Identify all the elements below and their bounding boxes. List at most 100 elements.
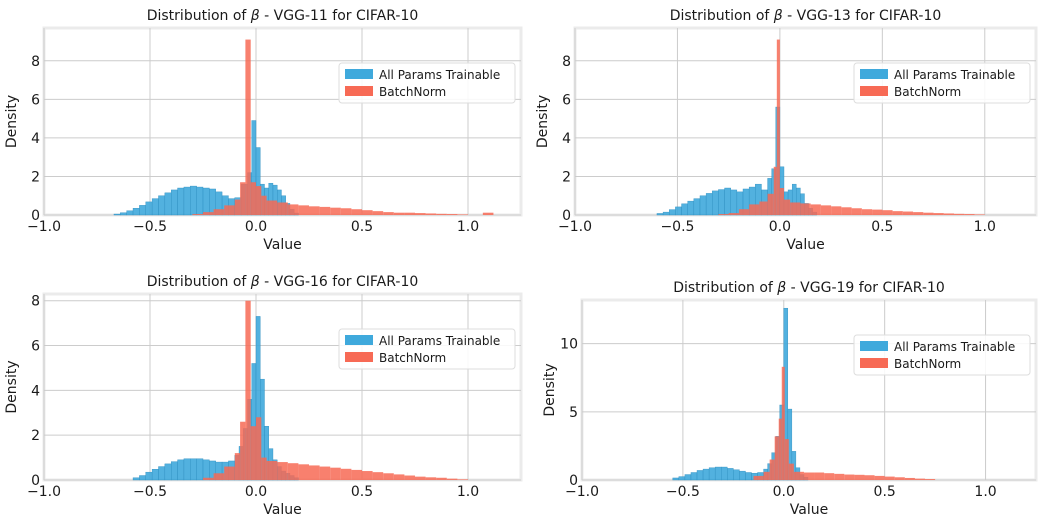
- chart-title: Distribution of β - VGG-11 for CIFAR-10: [147, 8, 419, 24]
- histogram-bar: [425, 213, 437, 215]
- histogram-bar: [266, 460, 278, 480]
- histogram-bar: [820, 205, 832, 215]
- histogram-bar: [925, 479, 936, 480]
- x-tick-label: 1.0: [974, 484, 996, 500]
- y-axis-label: Density: [4, 95, 20, 148]
- histogram-bar: [902, 211, 914, 215]
- histogram-bar: [690, 472, 698, 481]
- x-tick-label: −0.5: [133, 484, 167, 500]
- histogram-bar: [224, 205, 235, 215]
- y-tick-label: 6: [31, 339, 40, 355]
- legend-label: All Params Trainable: [379, 68, 500, 82]
- legend-box: [853, 62, 1031, 104]
- histogram-bar: [404, 475, 415, 480]
- legend-swatch: [860, 358, 888, 368]
- histogram-bar: [170, 461, 178, 481]
- histogram-bar: [190, 458, 197, 481]
- legend-swatch: [345, 352, 373, 362]
- histogram-bar: [250, 426, 256, 480]
- histogram-bar: [803, 472, 815, 480]
- histogram-bar: [224, 466, 235, 480]
- histogram-bar: [767, 193, 774, 215]
- histogram-bar: [457, 214, 468, 215]
- histogram-bar: [749, 204, 760, 215]
- histogram-bar: [164, 192, 172, 216]
- histogram-bar: [790, 202, 801, 215]
- histogram-bar: [727, 468, 734, 481]
- histogram-bar: [309, 206, 320, 215]
- histogram-bar: [351, 469, 362, 480]
- histogram-bar: [728, 213, 739, 215]
- chart-panel-1: −1.0 −0.5 0.0 0.5 1.0 0 2 4 6 8 Distribution of β …: [4, 8, 523, 253]
- histogram-bar: [164, 463, 172, 481]
- histogram-bar: [190, 185, 197, 216]
- histogram-bar: [446, 478, 458, 480]
- plot-frame: [42, 26, 523, 217]
- histogram-bar: [763, 471, 770, 480]
- legend-label: All Params Trainable: [894, 340, 1015, 354]
- histogram-bar: [884, 476, 895, 480]
- series-batchnorm: [192, 39, 494, 215]
- histogram-bar: [733, 469, 740, 481]
- histogram-bar: [372, 472, 384, 480]
- histogram-bar: [738, 209, 750, 215]
- histogram-bar: [678, 476, 686, 481]
- y-tick-label: 0: [562, 208, 571, 224]
- series-batchnorm: [718, 39, 985, 215]
- histogram-bar: [340, 208, 352, 215]
- histogram-bar: [203, 477, 214, 480]
- y-tick-label: 6: [562, 92, 571, 108]
- histogram-bar: [894, 477, 905, 480]
- histogram-bar: [256, 186, 262, 215]
- histogram-bar: [372, 211, 384, 215]
- histogram-bar: [964, 214, 975, 215]
- histogram-bar: [383, 473, 394, 480]
- histogram-bar: [183, 458, 191, 481]
- histogram-bar: [120, 212, 127, 216]
- histogram-bar: [266, 200, 278, 215]
- legend-box: [338, 328, 516, 370]
- x-tick-label: 0.0: [245, 219, 267, 235]
- x-tick-label: −1.0: [558, 219, 592, 235]
- histogram-bar: [362, 210, 373, 215]
- y-axis-label: Density: [4, 360, 20, 413]
- histogram-bar: [712, 190, 719, 216]
- histogram-bar: [662, 211, 670, 216]
- histogram-bar: [684, 474, 692, 481]
- histogram-bar: [669, 209, 676, 216]
- histogram-bar: [769, 459, 775, 480]
- chart-title: Distribution of β - VGG-19 for CIFAR-10: [673, 280, 945, 296]
- histogram-bar: [793, 471, 804, 480]
- legend-box: [853, 334, 1031, 376]
- histogram-bar: [319, 206, 331, 215]
- histogram-bar: [309, 465, 320, 480]
- histogram-bar: [383, 212, 394, 215]
- y-tick-label: 8: [31, 54, 40, 70]
- histogram-bar: [240, 182, 246, 215]
- histogram-bar: [943, 213, 955, 215]
- histogram-bar: [446, 214, 458, 215]
- histogram-bar: [841, 207, 852, 215]
- y-tick-label: 2: [562, 169, 571, 185]
- histogram-bar: [656, 213, 664, 216]
- histogram-bar: [425, 477, 437, 480]
- histogram-bar: [831, 206, 842, 215]
- histogram-bar: [287, 204, 299, 215]
- histogram-bar: [788, 463, 794, 480]
- histogram-bar: [393, 212, 405, 215]
- histogram-bar: [261, 195, 267, 215]
- x-tick-label: 0.5: [351, 219, 373, 235]
- x-axis-label: Value: [263, 502, 301, 518]
- histogram-bar: [739, 470, 746, 481]
- histogram-bar: [298, 464, 309, 480]
- y-tick-label: 0: [31, 208, 40, 224]
- histogram-bar: [753, 475, 764, 480]
- histogram-bar: [892, 211, 903, 215]
- chart-title: Distribution of β - VGG-16 for CIFAR-10: [147, 274, 419, 290]
- plot-frame: [580, 298, 1038, 482]
- y-tick-label: 0: [31, 473, 40, 489]
- histogram-bar: [714, 466, 722, 481]
- histogram-bar: [113, 213, 121, 216]
- y-axis-label: Density: [542, 363, 558, 416]
- x-tick-label: −1.0: [27, 484, 61, 500]
